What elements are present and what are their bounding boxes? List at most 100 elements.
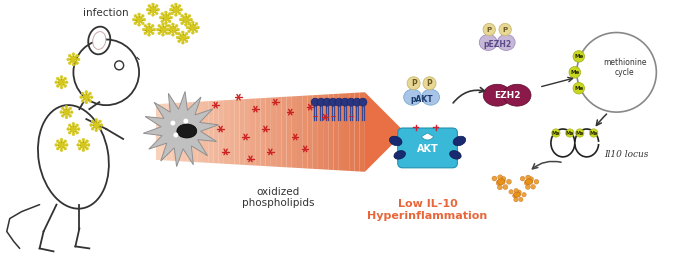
Polygon shape [292,96,297,168]
Circle shape [161,20,164,23]
Circle shape [512,194,517,198]
Text: oxidized
phospholipids: oxidized phospholipids [242,187,314,208]
Circle shape [160,16,162,19]
Polygon shape [240,99,245,165]
Circle shape [158,25,160,27]
Polygon shape [177,103,182,161]
Circle shape [90,124,92,126]
Circle shape [575,129,584,137]
Circle shape [520,176,525,181]
Circle shape [187,36,190,39]
Circle shape [76,54,79,57]
Polygon shape [250,99,256,166]
Circle shape [82,138,85,141]
Circle shape [65,144,68,146]
Circle shape [162,14,169,21]
Circle shape [149,6,156,13]
Text: Me: Me [575,131,584,136]
Polygon shape [349,93,354,171]
Wedge shape [421,133,434,140]
Circle shape [179,18,182,21]
Circle shape [514,198,518,202]
Circle shape [87,144,90,146]
Circle shape [191,21,194,24]
Circle shape [68,107,71,110]
Circle shape [566,129,574,137]
Polygon shape [219,100,224,164]
Polygon shape [245,99,250,165]
Circle shape [151,3,154,6]
Circle shape [175,3,177,6]
Circle shape [506,179,512,184]
Circle shape [72,133,75,136]
Circle shape [70,126,77,132]
Circle shape [573,51,584,62]
Circle shape [164,21,167,24]
Circle shape [79,96,82,99]
Circle shape [60,86,63,89]
Circle shape [80,142,87,148]
Circle shape [65,81,68,84]
Ellipse shape [449,151,461,159]
Circle shape [178,32,180,35]
Circle shape [56,85,59,87]
Circle shape [85,91,88,93]
Circle shape [168,25,171,27]
Circle shape [77,128,80,130]
Circle shape [524,180,529,185]
Circle shape [178,5,181,7]
Circle shape [184,13,187,16]
Circle shape [529,177,534,182]
Ellipse shape [497,179,505,185]
Circle shape [64,85,66,87]
Circle shape [179,8,182,11]
Polygon shape [323,94,328,170]
Circle shape [148,23,151,26]
Circle shape [144,25,147,27]
Circle shape [95,119,98,121]
Ellipse shape [497,34,515,50]
Circle shape [189,24,196,31]
Circle shape [195,30,198,33]
Circle shape [509,190,513,194]
Circle shape [68,62,71,64]
Circle shape [60,138,63,141]
Circle shape [164,11,167,14]
Circle shape [522,193,526,197]
Circle shape [78,140,81,143]
Text: P: P [503,26,508,33]
Circle shape [157,8,160,11]
Circle shape [195,22,198,25]
Polygon shape [192,102,198,162]
Polygon shape [339,93,344,171]
Circle shape [64,147,66,150]
Ellipse shape [479,34,497,50]
Circle shape [186,26,189,29]
Circle shape [188,22,191,25]
Circle shape [519,197,523,202]
Circle shape [188,30,190,33]
Ellipse shape [514,192,521,197]
Ellipse shape [503,84,531,106]
Circle shape [99,120,101,123]
Circle shape [590,129,598,137]
Polygon shape [282,97,286,167]
Circle shape [423,77,436,90]
Circle shape [88,100,91,102]
Circle shape [407,77,420,90]
Polygon shape [360,92,365,172]
Circle shape [56,147,59,150]
Circle shape [169,13,171,15]
Circle shape [91,127,94,130]
Circle shape [492,176,497,181]
Circle shape [62,115,64,117]
Circle shape [496,180,501,186]
Circle shape [72,123,75,125]
Circle shape [153,28,155,31]
Circle shape [161,13,164,15]
Circle shape [177,28,179,31]
Polygon shape [234,99,240,165]
Circle shape [138,23,140,26]
Circle shape [162,33,164,36]
Ellipse shape [525,179,533,184]
